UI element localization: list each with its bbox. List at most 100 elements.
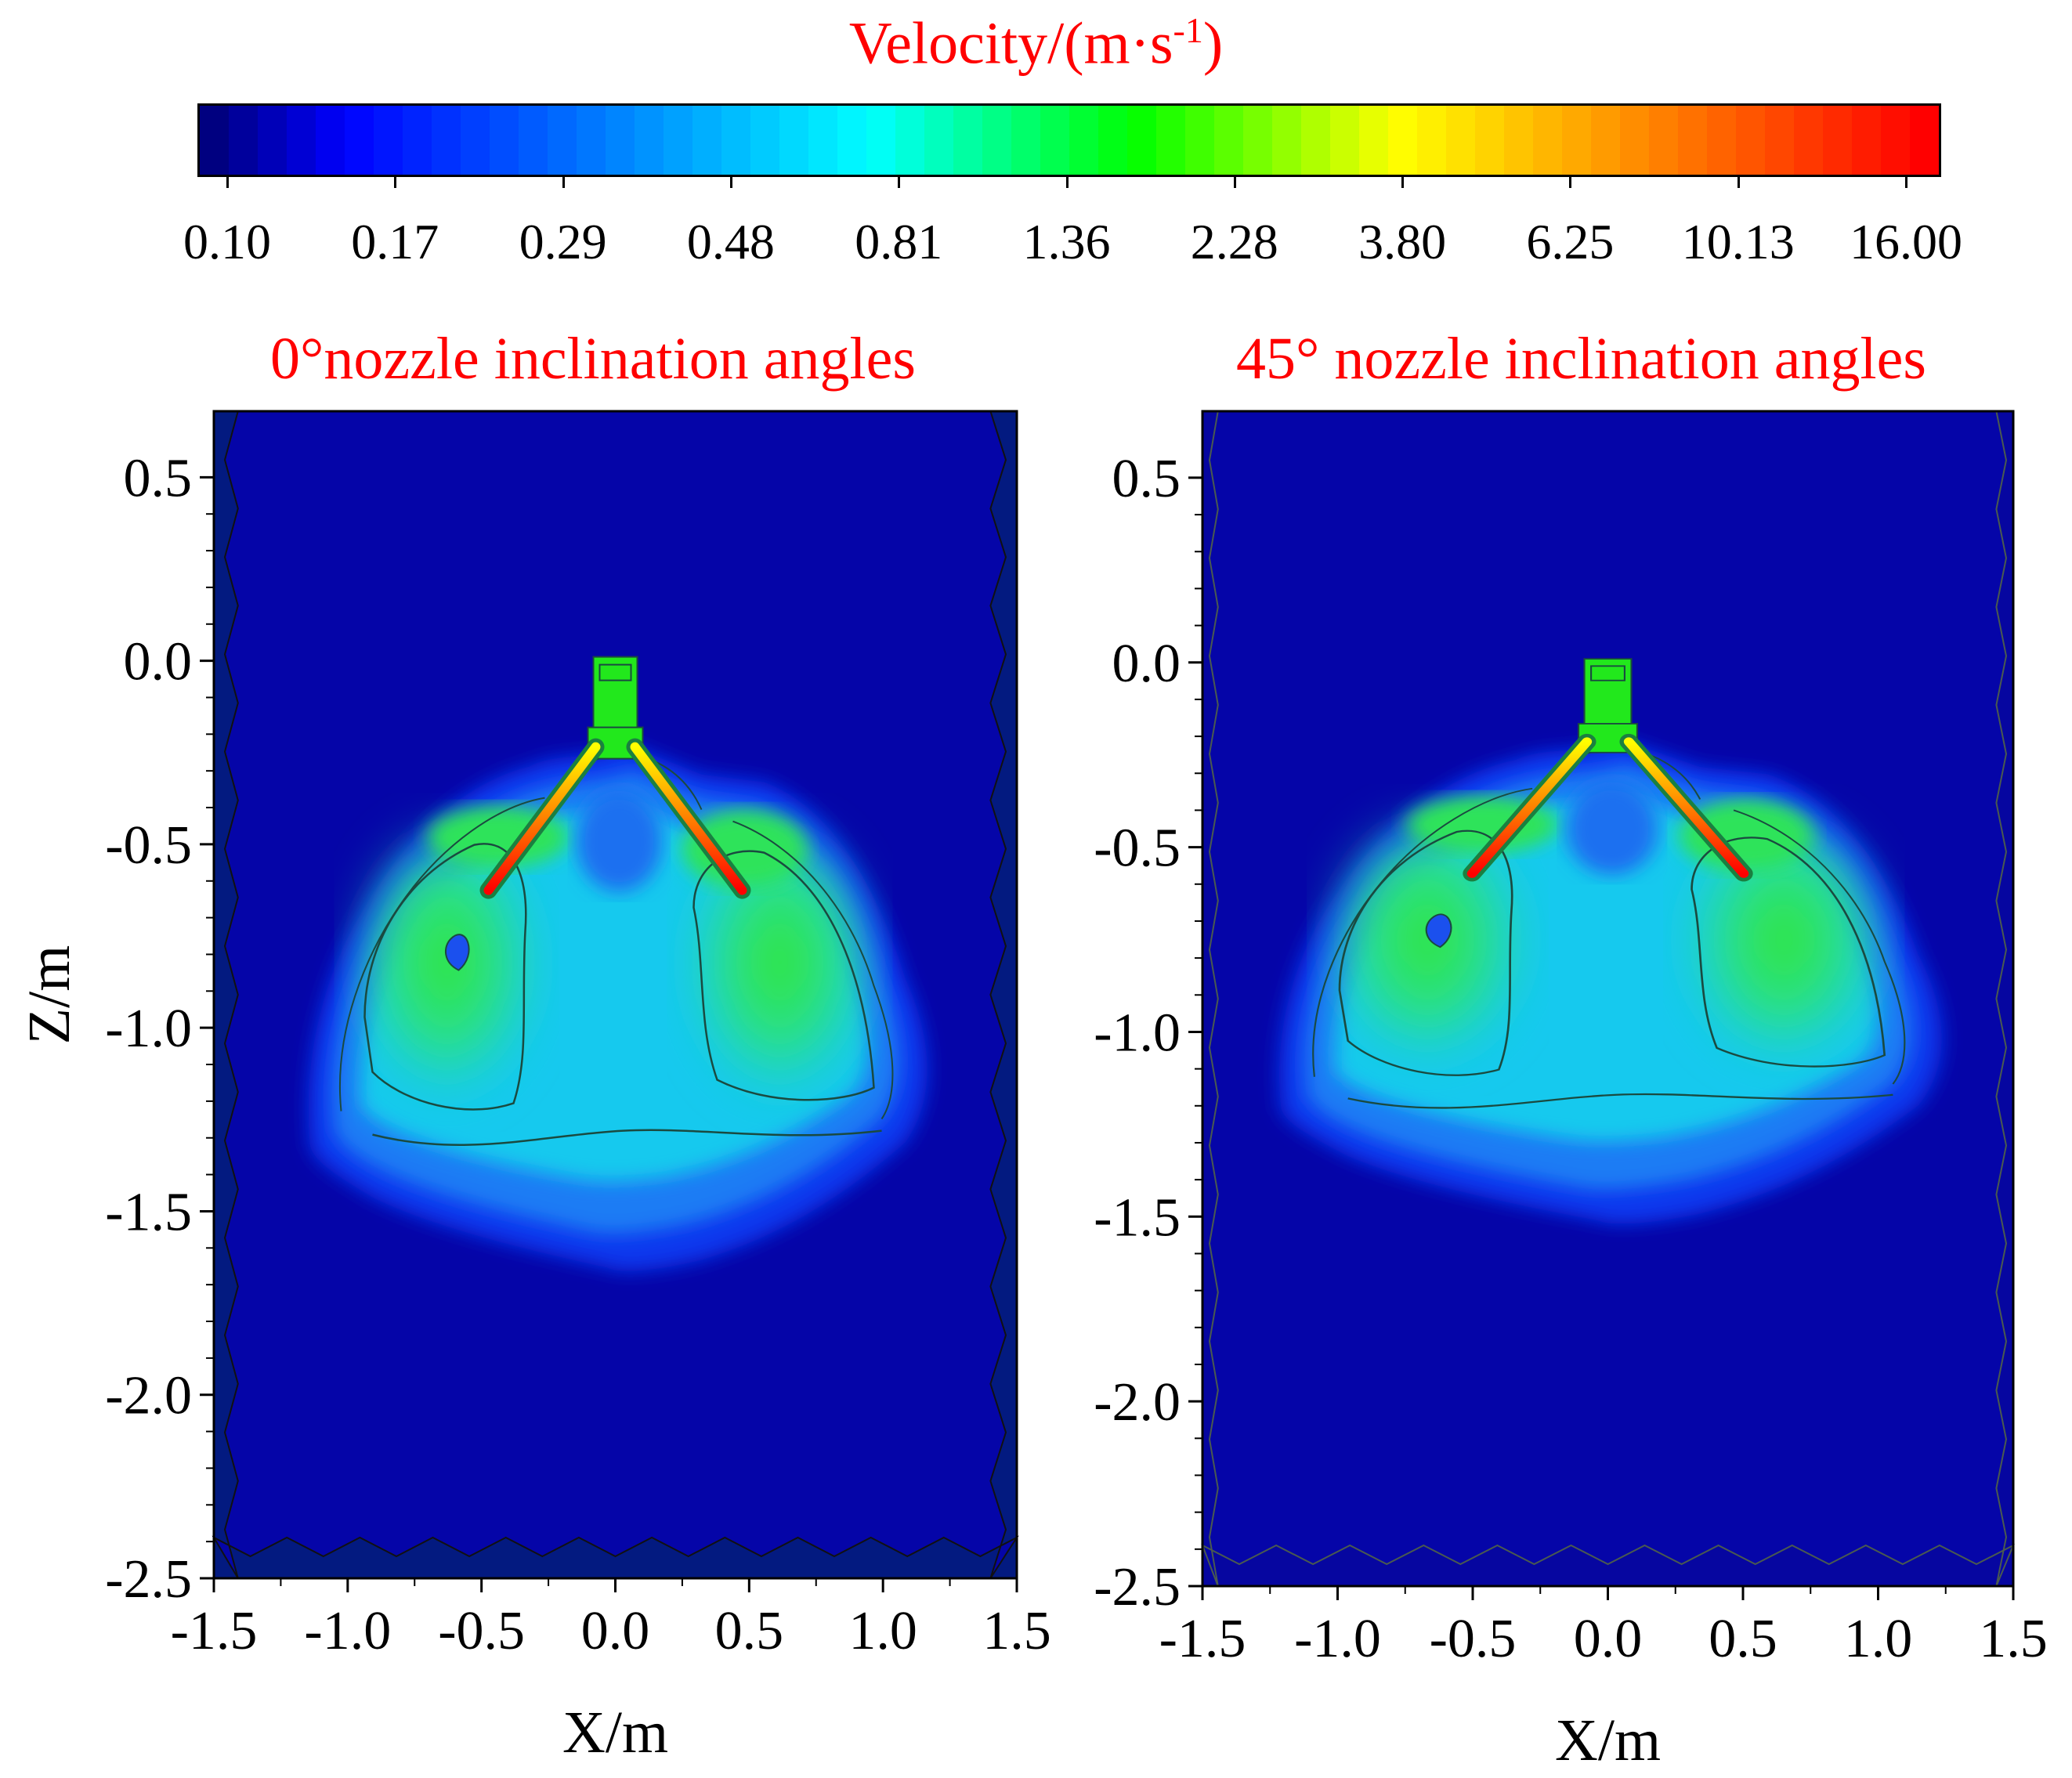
y-tick-label: 0.0 bbox=[124, 632, 193, 692]
colorbar-tick-label: 1.36 bbox=[1022, 214, 1111, 269]
colorbar-tick-mark bbox=[1569, 177, 1572, 188]
y-tick-label: -1.5 bbox=[1094, 1187, 1181, 1248]
colorbar-swatch bbox=[1359, 106, 1388, 175]
colorbar-tick-label: 0.48 bbox=[686, 214, 775, 269]
right-plot-title: 45° nozzle inclination angles bbox=[1236, 326, 1926, 392]
colorbar-swatch bbox=[1214, 106, 1243, 175]
x-tick-label: 0.0 bbox=[1574, 1609, 1643, 1669]
colorbar-tick-mark bbox=[1737, 177, 1740, 188]
plot-0deg: -1.5 -1.0 -0.5 0.0 0.5 1.0 1.5 0.5 0.0 -0.5 -1.0 -1… bbox=[16, 410, 1051, 1765]
colorbar-tick-label: 0.17 bbox=[351, 214, 439, 269]
colorbar-swatch bbox=[1185, 106, 1214, 175]
colorbar-tick-label: 0.81 bbox=[855, 214, 943, 269]
y-tick-label: -2.5 bbox=[1094, 1557, 1181, 1617]
colorbar-tick-mark bbox=[562, 177, 565, 188]
x-tick-label: -1.0 bbox=[304, 1601, 391, 1661]
colorbar-tick-mark bbox=[394, 177, 397, 188]
x-tick-label: 1.5 bbox=[982, 1601, 1051, 1661]
colorbar-swatch bbox=[1069, 106, 1098, 175]
colorbar-swatch bbox=[866, 106, 895, 175]
colorbar-swatch bbox=[1620, 106, 1649, 175]
colorbar-tick-label: 10.13 bbox=[1681, 214, 1795, 269]
colorbar-swatch bbox=[982, 106, 1011, 175]
colorbar-swatch bbox=[287, 106, 316, 175]
colorbar-tick-mark bbox=[226, 177, 229, 188]
colorbar-swatch bbox=[692, 106, 721, 175]
colorbar-tick-mark bbox=[1905, 177, 1907, 188]
left-plot-title: 0°nozzle inclination angles bbox=[270, 326, 916, 392]
y-tick-label: -1.0 bbox=[1094, 1003, 1181, 1063]
x-axis-label: X/m bbox=[562, 1700, 668, 1765]
y-axis-label: Z/m bbox=[16, 945, 82, 1045]
colorbar-swatch bbox=[1127, 106, 1156, 175]
colorbar-swatch bbox=[577, 106, 606, 175]
colorbar-swatch bbox=[1765, 106, 1794, 175]
colorbar-swatch bbox=[721, 106, 750, 175]
colorbar-swatch bbox=[229, 106, 258, 175]
colorbar-swatch bbox=[664, 106, 692, 175]
colorbar-swatch bbox=[200, 106, 229, 175]
colorbar-swatch bbox=[1243, 106, 1272, 175]
colorbar-swatch bbox=[750, 106, 779, 175]
edge-contour-line bbox=[212, 410, 1019, 1579]
colorbar-swatch bbox=[1330, 106, 1359, 175]
colorbar-swatch bbox=[374, 106, 403, 175]
colorbar-tick-label: 0.10 bbox=[183, 214, 271, 269]
colorbar-swatch bbox=[1649, 106, 1678, 175]
colorbar-swatch bbox=[1475, 106, 1504, 175]
colorbar-swatch bbox=[606, 106, 635, 175]
colorbar-swatch bbox=[635, 106, 664, 175]
colorbar-swatch bbox=[953, 106, 982, 175]
colorbar-swatch bbox=[1533, 106, 1562, 175]
colorbar-swatch bbox=[403, 106, 432, 175]
colorbar-swatch bbox=[1794, 106, 1823, 175]
colorbar-swatch bbox=[258, 106, 287, 175]
colorbar-swatch bbox=[548, 106, 577, 175]
colorbar-tick-mark bbox=[1401, 177, 1405, 188]
colorbar-swatch bbox=[1040, 106, 1069, 175]
colorbar-swatch bbox=[1504, 106, 1533, 175]
colorbar-swatch bbox=[490, 106, 519, 175]
y-tick-label: 0.5 bbox=[124, 448, 193, 508]
colorbar-swatch bbox=[432, 106, 461, 175]
colorbar-tick-mark bbox=[1233, 177, 1236, 188]
x-tick-label: -1.5 bbox=[171, 1601, 258, 1661]
colorbar-swatch bbox=[1852, 106, 1881, 175]
colorbar-swatch bbox=[837, 106, 866, 175]
x-tick-label: -0.5 bbox=[438, 1601, 525, 1661]
colorbar-swatch bbox=[1591, 106, 1620, 175]
y-tick-label: -0.5 bbox=[1094, 819, 1181, 879]
colorbar-tick-mark bbox=[729, 177, 732, 188]
colorbar-tick-label: 6.25 bbox=[1526, 214, 1615, 269]
colorbar-swatch bbox=[808, 106, 837, 175]
colorbar-swatch bbox=[1881, 106, 1910, 175]
colorbar-swatch bbox=[1446, 106, 1475, 175]
colorbar-swatch bbox=[1678, 106, 1707, 175]
y-tick-label: -1.0 bbox=[105, 999, 192, 1059]
x-tick-label: 1.0 bbox=[1844, 1609, 1913, 1669]
x-tick-label: -0.5 bbox=[1430, 1609, 1517, 1669]
y-tick-label: 0.5 bbox=[1112, 449, 1181, 509]
colorbar-swatch bbox=[1011, 106, 1040, 175]
x-tick-label: -1.0 bbox=[1294, 1609, 1381, 1669]
colorbar-swatch bbox=[519, 106, 548, 175]
colorbar-swatch bbox=[1736, 106, 1765, 175]
colorbar-swatch bbox=[1707, 106, 1736, 175]
colorbar-swatch bbox=[1301, 106, 1330, 175]
colorbar-swatch bbox=[1562, 106, 1591, 175]
colorbar-tick-label: 2.28 bbox=[1190, 214, 1278, 269]
colorbar-swatch bbox=[1388, 106, 1417, 175]
colorbar-tick-label: 3.80 bbox=[1358, 214, 1447, 269]
colorbar-swatch bbox=[345, 106, 374, 175]
y-tick-label: -1.5 bbox=[105, 1182, 192, 1242]
colorbar-swatch bbox=[1098, 106, 1127, 175]
colorbar-tick-mark bbox=[898, 177, 901, 188]
colorbar-swatch bbox=[1156, 106, 1185, 175]
x-tick-label: 0.0 bbox=[581, 1601, 650, 1661]
colorbar-swatch bbox=[1823, 106, 1852, 175]
y-tick-label: -2.0 bbox=[1094, 1372, 1181, 1433]
colorbar-swatch bbox=[779, 106, 808, 175]
y-tick-label: -2.5 bbox=[105, 1549, 192, 1610]
colorbar-swatch bbox=[316, 106, 345, 175]
